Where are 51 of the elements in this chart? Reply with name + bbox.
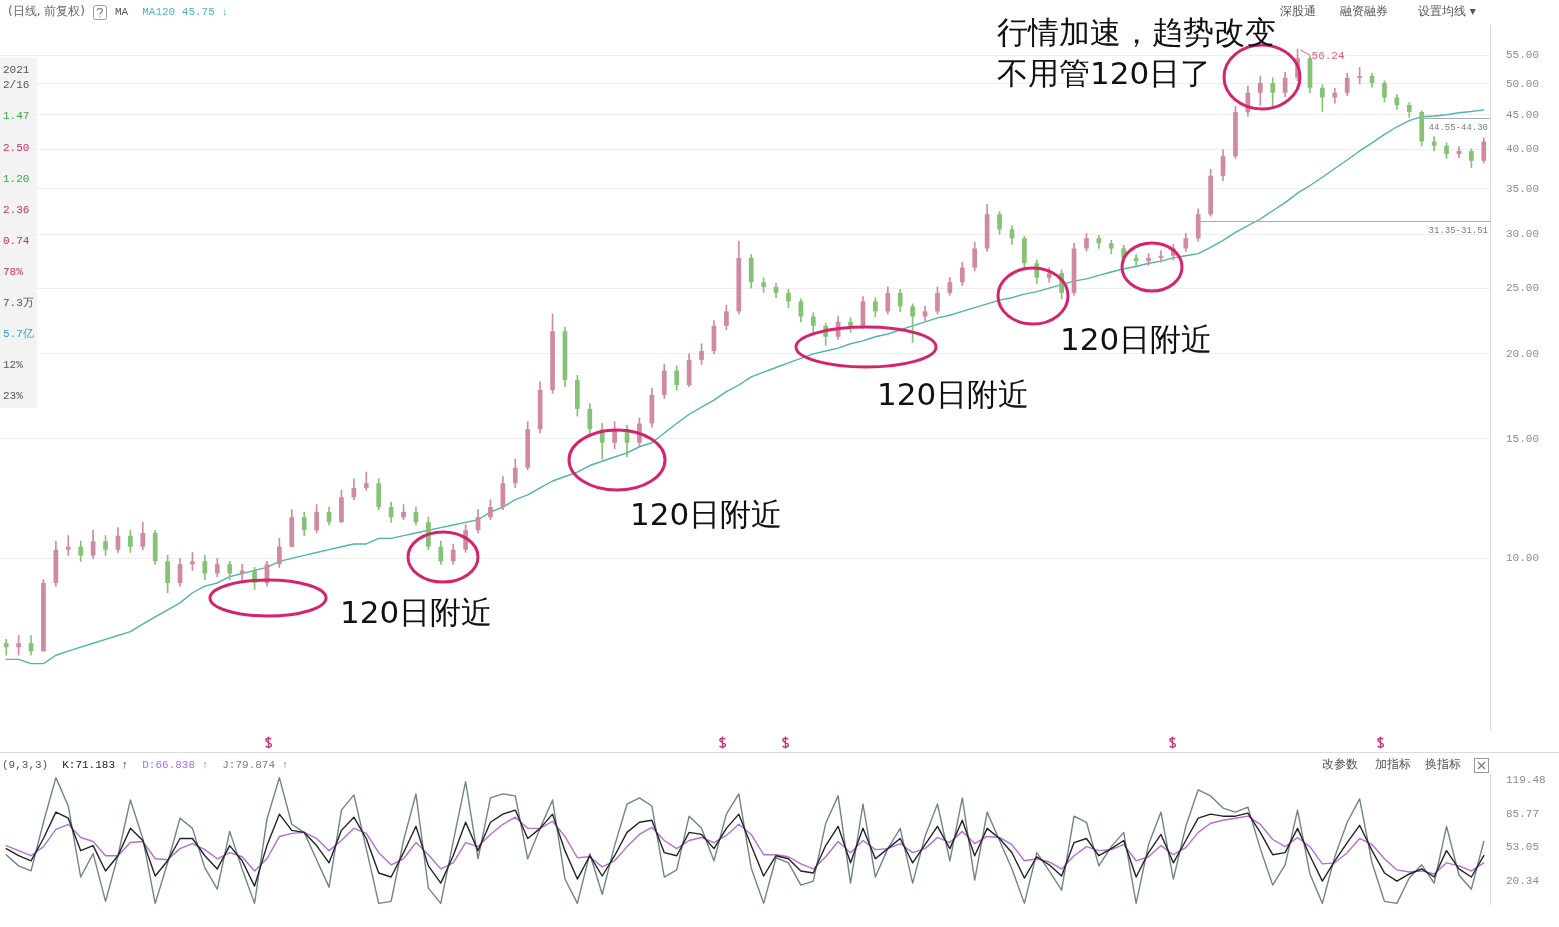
annotation: 2.36 [3, 203, 30, 216]
annotation: 78% [3, 265, 24, 278]
ref-line-label: 31.35-31.51 [1428, 225, 1488, 236]
annotation: 120日附近 [340, 594, 493, 631]
text: MA120 45.75 ↓ [142, 5, 229, 18]
annotation: 2021 [3, 63, 30, 76]
text: K:71.183 ↑ [62, 758, 129, 771]
text: 加指标 [1375, 757, 1411, 772]
y-tick-label: 35.00 [1506, 182, 1540, 195]
annotation: 0.74 [3, 234, 30, 247]
y-tick-label: 55.00 [1506, 49, 1540, 62]
annotation: 5.7亿 [3, 327, 34, 340]
annotation: 1.47 [3, 109, 30, 122]
y-tick-label: 85.77 [1506, 808, 1540, 821]
candlestick [65, 535, 71, 556]
annotation: 12% [3, 358, 24, 371]
text: 深股通 [1280, 4, 1316, 19]
ref-line-label: 44.55-44.30 [1428, 122, 1488, 133]
annotation: 行情加速，趋势改变 [997, 14, 1276, 51]
series-label: J:79.874 ↑ [222, 758, 289, 771]
legend-title: MA [114, 5, 129, 18]
annotation: 120日附近 [630, 496, 783, 533]
y-tick-label: 45.00 [1506, 108, 1540, 121]
candlestick [3, 638, 9, 656]
candlestick [363, 471, 369, 491]
y-tick-label: 30.00 [1506, 228, 1540, 241]
y-tick-label: 40.00 [1506, 143, 1540, 156]
text: 融资融券 [1340, 4, 1388, 19]
annotation: 120日附近 [877, 376, 1030, 413]
y-tick-label: 53.05 [1506, 841, 1540, 854]
text: 设置均线 ▾ [1418, 4, 1476, 19]
annotation: 2.50 [3, 141, 30, 154]
y-tick-label: 25.00 [1506, 282, 1540, 295]
annotation: 2/16 [3, 78, 30, 91]
annotation: 56.24 [1311, 49, 1345, 62]
legend-title: (9,3,3) [2, 758, 49, 771]
annotation: 7.3万 [3, 296, 34, 309]
y-tick-label: 10.00 [1506, 552, 1540, 565]
text: 换指标 [1425, 757, 1461, 772]
chart-subtitle: (日线, 前复权) [8, 4, 85, 19]
text: D:66.838 ↑ [142, 758, 209, 771]
y-tick-label: 15.00 [1506, 432, 1540, 445]
text: 改参数 [1322, 757, 1358, 772]
annotation: 23% [3, 389, 24, 402]
annotation: 120日附近 [1060, 321, 1213, 358]
annotation: 1.20 [3, 172, 30, 185]
y-tick-label: 20.00 [1506, 347, 1540, 360]
y-tick-label: 119.48 [1506, 774, 1546, 787]
y-tick-label: 50.00 [1506, 77, 1540, 90]
annotation: 不用管120日了 [997, 55, 1212, 92]
y-tick-label: 20.34 [1506, 874, 1540, 887]
